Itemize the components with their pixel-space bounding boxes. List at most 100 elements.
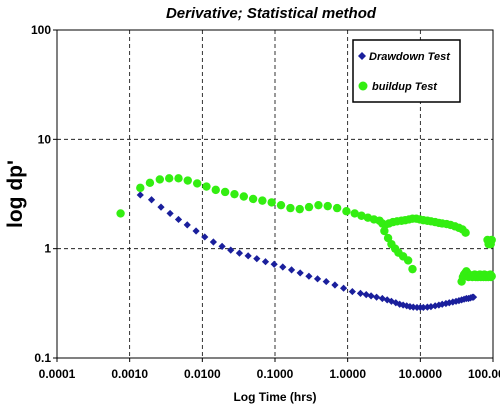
drawdown-point <box>136 191 144 199</box>
drawdown-point <box>449 298 457 306</box>
y-tick-label: 10 <box>38 132 52 146</box>
drawdown-point <box>372 293 381 301</box>
buildup-point <box>136 183 145 193</box>
buildup-point <box>155 175 165 184</box>
buildup-point <box>230 189 239 199</box>
drawdown-point <box>192 227 200 235</box>
drawdown-point <box>313 275 322 283</box>
drawdown-point <box>279 263 287 271</box>
points-layer <box>116 174 496 312</box>
drawdown-point <box>331 281 339 289</box>
drawdown-point <box>296 269 304 277</box>
drawdown-point <box>438 300 446 308</box>
drawdown-point <box>419 303 427 312</box>
drawdown-point <box>227 246 235 254</box>
buildup-point <box>145 178 155 188</box>
drawdown-point <box>218 242 226 250</box>
buildup-point <box>314 200 323 210</box>
drawdown-point <box>396 300 404 308</box>
y-tick-label: 100 <box>31 23 51 37</box>
legend: Drawdown Test buildup Test <box>352 39 461 103</box>
drawdown-point <box>423 303 431 311</box>
buildup-point <box>380 226 389 236</box>
drawdown-point <box>469 293 478 301</box>
drawdown-point <box>287 266 296 274</box>
drawdown-point <box>305 272 313 280</box>
buildup-point <box>304 202 314 212</box>
x-axis-label: Log Time (hrs) <box>233 390 316 404</box>
buildup-point <box>258 196 267 205</box>
drawdown-point <box>362 291 370 299</box>
legend-marker-buildup <box>358 81 368 91</box>
x-tick-label: 1.0000 <box>329 367 366 381</box>
legend-label-drawdown: Drawdown Test <box>369 51 451 63</box>
y-axis-label: log dp' <box>4 160 27 228</box>
buildup-point <box>350 209 359 218</box>
drawdown-point <box>367 292 375 300</box>
drawdown-point <box>244 252 252 260</box>
chart-title: Derivative; Statistical method <box>166 5 377 22</box>
drawdown-point <box>435 301 443 309</box>
buildup-point <box>342 207 351 216</box>
drawdown-point <box>174 215 183 224</box>
buildup-point <box>239 192 248 201</box>
x-tick-label: 0.0100 <box>184 367 221 381</box>
x-tick-label: 0.1000 <box>257 367 294 381</box>
drawdown-point <box>209 238 217 246</box>
buildup-point <box>202 182 211 191</box>
buildup-point <box>193 179 202 188</box>
buildup-point <box>461 228 470 237</box>
drawdown-point <box>235 249 244 257</box>
drawdown-point <box>157 203 165 211</box>
buildup-point <box>276 200 286 210</box>
buildup-point <box>211 185 220 195</box>
buildup-point <box>267 198 276 207</box>
buildup-point <box>487 235 496 245</box>
buildup-point <box>323 201 332 211</box>
x-tick-label: 10.0000 <box>399 367 443 381</box>
drawdown-point <box>183 221 191 229</box>
legend-label-buildup: buildup Test <box>372 81 438 93</box>
y-tick-label: 0.1 <box>34 351 51 365</box>
buildup-point <box>357 211 366 220</box>
buildup-point <box>408 264 417 274</box>
drawdown-point <box>431 302 439 310</box>
drawdown-point <box>322 277 330 286</box>
buildup-point <box>116 209 125 218</box>
drawdown-point <box>339 284 348 292</box>
drawdown-point <box>378 294 386 303</box>
buildup-point <box>165 174 174 183</box>
drawdown-point <box>166 209 174 218</box>
x-tick-label: 0.0001 <box>39 367 76 381</box>
y-tick-label: 1 <box>44 242 51 256</box>
x-tick-label: 0.0010 <box>111 367 148 381</box>
drawdown-point <box>403 302 411 310</box>
legend-marker-drawdown <box>358 52 366 60</box>
drawdown-point <box>201 233 209 241</box>
buildup-point <box>286 203 295 213</box>
buildup-point <box>183 176 192 185</box>
series-buildup <box>116 174 496 286</box>
drawdown-point <box>406 303 414 311</box>
buildup-point <box>332 203 342 213</box>
drawdown-point <box>399 301 407 309</box>
buildup-point <box>248 194 258 204</box>
x-tick-label: 100.0000 <box>468 367 500 381</box>
drawdown-point <box>253 255 261 263</box>
drawdown-point <box>147 196 156 204</box>
legend-box <box>352 39 461 103</box>
drawdown-point <box>261 258 270 266</box>
grid-layer <box>57 30 493 358</box>
buildup-point <box>295 204 304 214</box>
drawdown-point <box>442 299 450 308</box>
drawdown-point <box>270 260 278 268</box>
buildup-point <box>403 256 413 265</box>
drawdown-point <box>348 287 356 296</box>
buildup-point <box>174 174 183 183</box>
buildup-point <box>220 187 230 197</box>
series-drawdown <box>136 191 478 312</box>
buildup-point <box>487 271 496 281</box>
ticks-layer: 0.0001 0.0010 0.0100 0.1000 1.0000 10.0000 100… <box>31 23 500 381</box>
